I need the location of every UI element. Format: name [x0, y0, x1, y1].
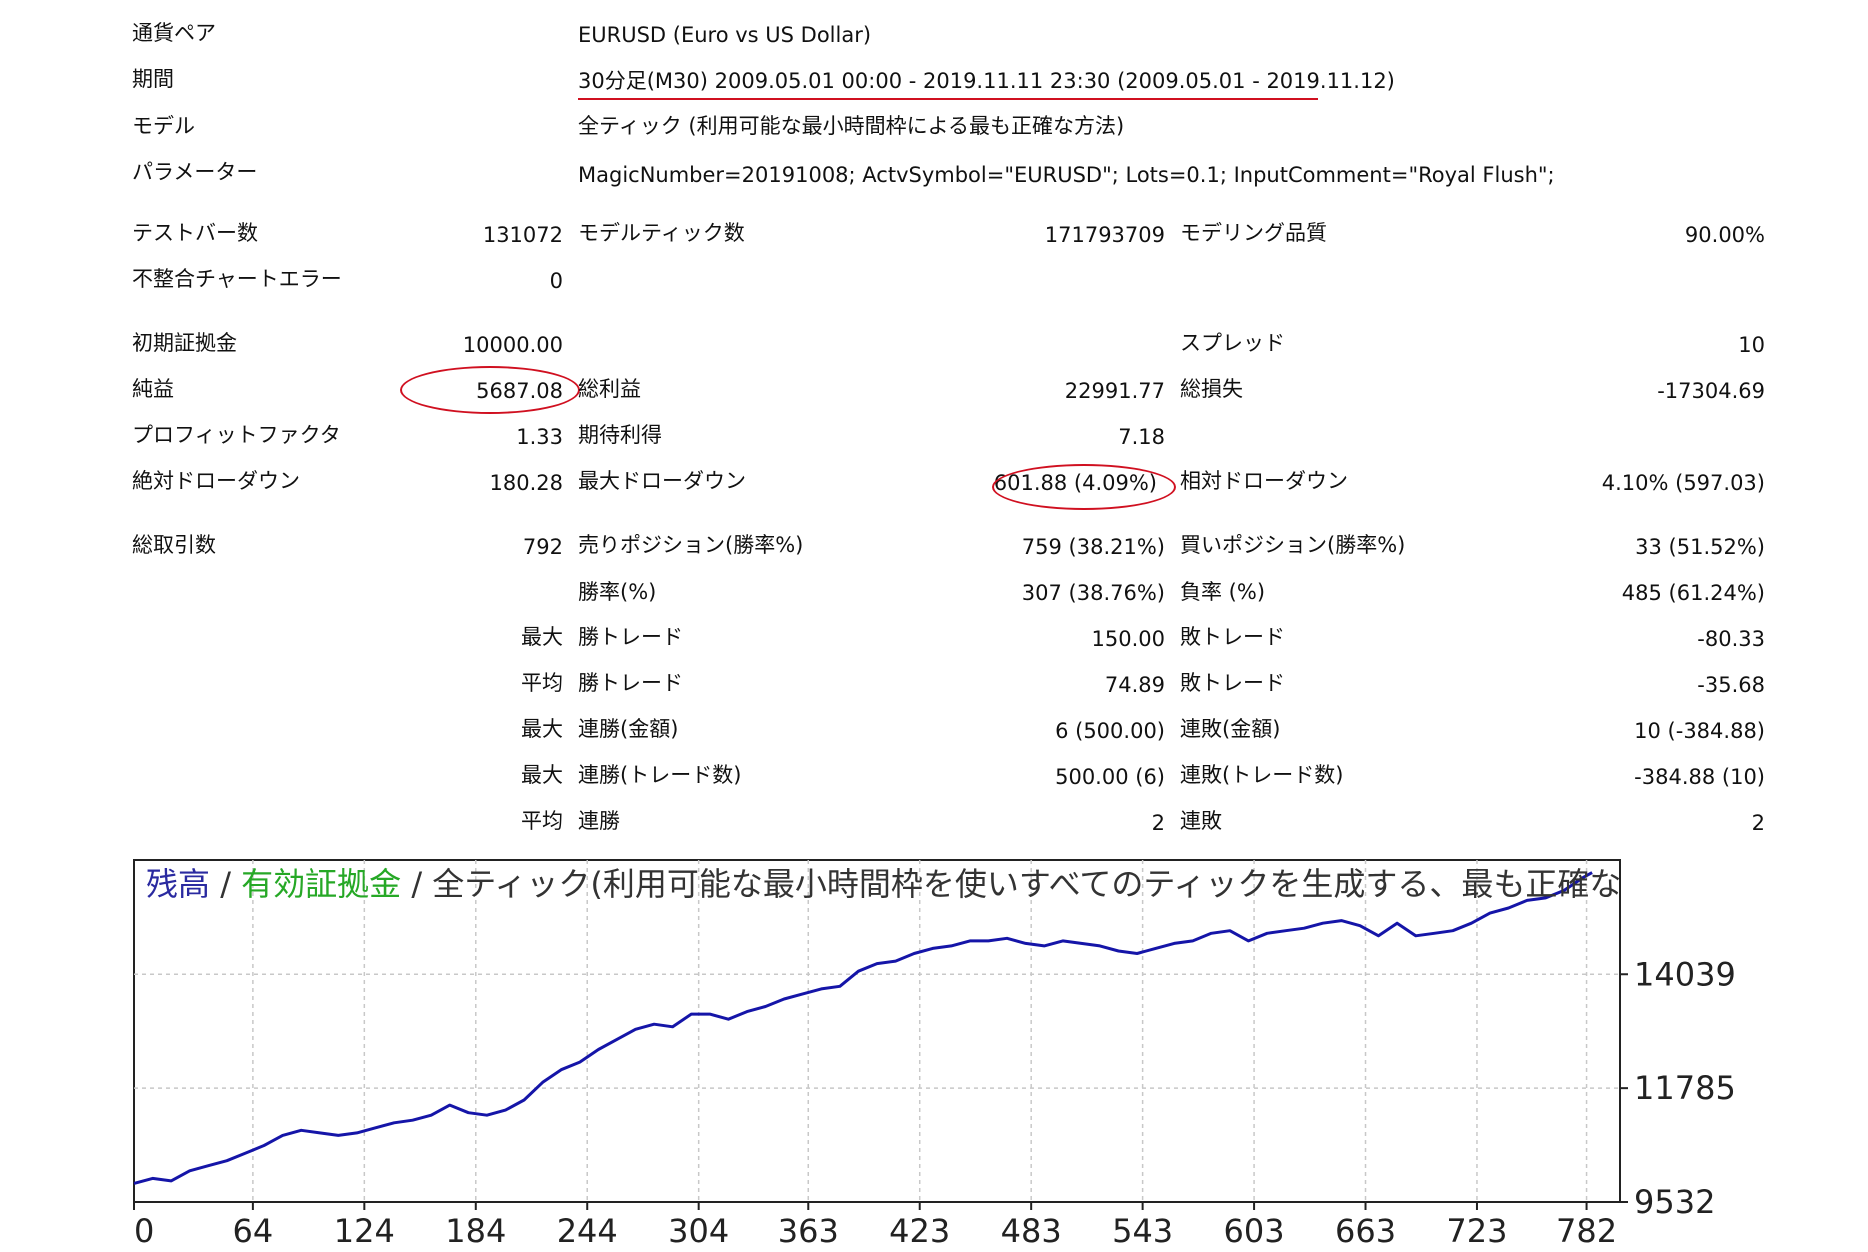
win-value: 307 (38.76%): [1021, 581, 1165, 605]
x-tick-label-64: 64: [233, 1212, 274, 1250]
avg-win-value: 74.89: [1104, 673, 1165, 697]
net-value: 5687.08: [476, 379, 563, 403]
short-label: 売りポジション(勝率%): [578, 533, 804, 557]
long-label: 買いポジション(勝率%): [1180, 533, 1406, 557]
abs-dd-value: 180.28: [489, 471, 563, 495]
chart-title: 残高 / 有効証拠金 / 全ティック(利用可能な最小時間枠を使いすべてのティック…: [146, 864, 1620, 904]
x-tick-label-0: 0: [134, 1212, 154, 1250]
x-tick-label-124: 124: [334, 1212, 395, 1250]
x-tick-label-723: 723: [1446, 1212, 1507, 1250]
pf-value: 1.33: [516, 425, 563, 449]
x-tick-label-423: 423: [889, 1212, 950, 1250]
period-label: 期間: [132, 67, 174, 91]
period-value: 30分足(M30) 2009.05.01 00:00 - 2019.11.11 …: [578, 69, 1395, 93]
max-consec-profit-value: 500.00 (6): [1055, 765, 1165, 789]
pair-label: 通貨ペア: [132, 21, 216, 45]
gross-loss-label: 総損失: [1180, 377, 1243, 401]
y-tick-label-9532: 9532: [1634, 1183, 1715, 1221]
chart-title-sep: /: [210, 865, 242, 903]
spread-label: スプレッド: [1180, 331, 1285, 355]
model-label: モデル: [132, 114, 195, 138]
largest-loss-value: -80.33: [1697, 627, 1765, 651]
bars-value: 131072: [482, 223, 563, 247]
x-tick-label-363: 363: [778, 1212, 839, 1250]
x-tick-label-184: 184: [445, 1212, 506, 1250]
largest-loss-label: 敗トレード: [1180, 625, 1285, 649]
chart-title-equity: 有効証拠金: [241, 865, 402, 903]
max-dd-value: 601.88 (4.09%): [993, 471, 1157, 495]
plot-frame: [133, 859, 1621, 1203]
mismatch-label: 不整合チャートエラー: [132, 267, 342, 291]
avg-loss-label: 敗トレード: [1180, 671, 1285, 695]
max-consec-profit-label: 連勝(トレード数): [578, 763, 742, 787]
loss-label: 負率 (%): [1180, 580, 1266, 604]
quality-value: 90.00%: [1684, 223, 1765, 247]
model-value: 全ティック (利用可能な最小時間枠による最も正確な方法): [578, 114, 1125, 138]
max-consec-lossamt-value: -384.88 (10): [1634, 765, 1765, 789]
largest-win-value: 150.00: [1091, 627, 1165, 651]
ticks-label: モデルティック数: [578, 221, 745, 245]
pair-value: EURUSD (Euro vs US Dollar): [578, 23, 872, 47]
rel-dd-label: 相対ドローダウン: [1180, 469, 1348, 493]
x-tick-label-483: 483: [1001, 1212, 1062, 1250]
avg-consec-loss-label: 連敗: [1180, 809, 1222, 833]
avg-consec-loss-value: 2: [1751, 811, 1765, 835]
avg-consec-win-value: 2: [1151, 811, 1165, 835]
rel-dd-value: 4.10% (597.03): [1601, 471, 1765, 495]
gross-profit-value: 22991.77: [1064, 379, 1165, 403]
max-prefix-1: 最大: [521, 625, 563, 649]
quality-label: モデリング品質: [1180, 221, 1327, 245]
mismatch-value: 0: [549, 269, 563, 293]
max-prefix-2: 最大: [521, 717, 563, 741]
bars-label: テストバー数: [132, 221, 258, 245]
trades-label: 総取引数: [132, 533, 216, 557]
net-label: 純益: [132, 377, 174, 401]
short-value: 759 (38.21%): [1021, 535, 1165, 559]
avg-prefix-2: 平均: [521, 809, 563, 833]
avg-consec-win-label: 連勝: [578, 809, 620, 833]
x-tick-label-244: 244: [557, 1212, 618, 1250]
x-tick-label-782: 782: [1556, 1212, 1617, 1250]
balance-chart: 0 64 124 184 244 304 363 423 483 543 603 663 723 782 9…: [130, 852, 1830, 1252]
trades-value: 792: [522, 535, 563, 559]
y-tick-label-11785: 11785: [1634, 1069, 1736, 1107]
max-prefix-3: 最大: [521, 763, 563, 787]
x-tick-label-603: 603: [1224, 1212, 1285, 1250]
y-tick-label-14039: 14039: [1634, 955, 1736, 993]
balance-line-0: [133, 871, 1593, 1185]
max-consec-loss-label: 連敗(金額): [1180, 717, 1281, 741]
deposit-label: 初期証拠金: [132, 331, 237, 355]
avg-win-label: 勝トレード: [578, 671, 683, 695]
pf-label: プロフィットファクタ: [132, 423, 341, 447]
avg-prefix-1: 平均: [521, 671, 563, 695]
win-label: 勝率(%): [578, 580, 657, 604]
abs-dd-label: 絶対ドローダウン: [132, 469, 300, 493]
expected-label: 期待利得: [578, 423, 662, 447]
params-label: パラメーター: [132, 160, 258, 184]
expected-value: 7.18: [1118, 425, 1165, 449]
deposit-value: 10000.00: [462, 333, 563, 357]
loss-value: 485 (61.24%): [1621, 581, 1765, 605]
x-tick-label-304: 304: [668, 1212, 729, 1250]
largest-win-label: 勝トレード: [578, 625, 683, 649]
max-dd-label: 最大ドローダウン: [578, 469, 746, 493]
max-consec-win-value: 6 (500.00): [1055, 719, 1165, 743]
max-consec-win-label: 連勝(金額): [578, 717, 679, 741]
period-underline: [578, 98, 1318, 100]
chart-title-balance: 残高: [146, 865, 211, 903]
params-value: MagicNumber=20191008; ActvSymbol="EURUSD…: [578, 163, 1555, 187]
long-value: 33 (51.52%): [1635, 535, 1765, 559]
gross-profit-label: 総利益: [578, 377, 641, 401]
max-consec-lossamt-label: 連敗(トレード数): [1180, 763, 1344, 787]
x-tick-label-663: 663: [1335, 1212, 1396, 1250]
chart-title-rest: / 全ティック(利用可能な最小時間枠を使いすべてのティックを生成する、最も正確な…: [411, 865, 1620, 903]
gross-loss-value: -17304.69: [1657, 379, 1765, 403]
avg-loss-value: -35.68: [1697, 673, 1765, 697]
balance-chart-svg: 0 64 124 184 244 304 363 423 483 543 603 663 723 782 9…: [133, 859, 1736, 1250]
x-tick-label-543: 543: [1112, 1212, 1173, 1250]
ticks-value: 171793709: [1044, 223, 1165, 247]
max-consec-loss-value: 10 (-384.88): [1634, 719, 1765, 743]
spread-value: 10: [1738, 333, 1765, 357]
